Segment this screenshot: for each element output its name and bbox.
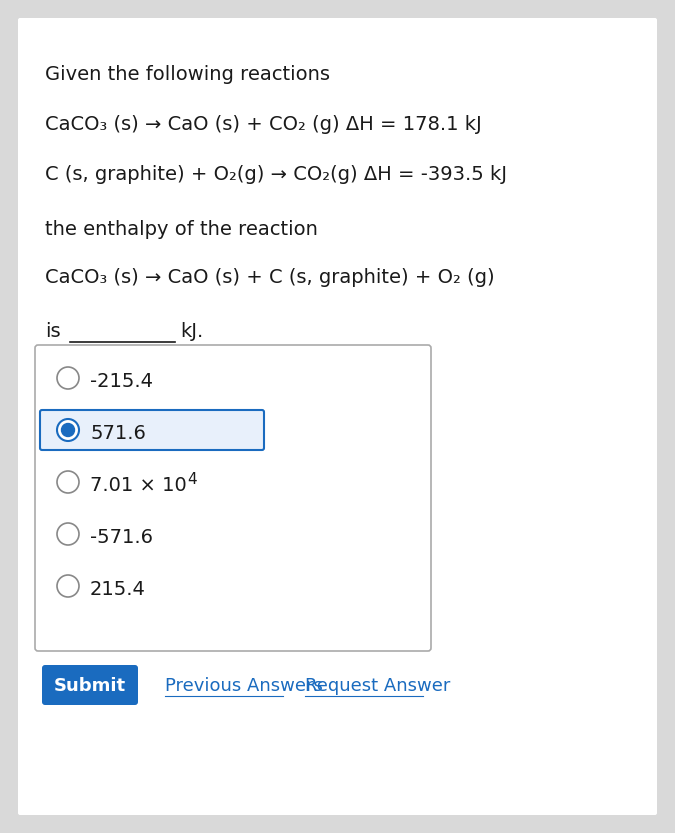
Text: -215.4: -215.4 xyxy=(90,372,153,391)
Text: C (s, graphite) + O₂(g) → CO₂(g) ΔH = -393.5 kJ: C (s, graphite) + O₂(g) → CO₂(g) ΔH = -3… xyxy=(45,165,507,184)
Text: Submit: Submit xyxy=(54,677,126,695)
Circle shape xyxy=(57,367,79,389)
Text: 4: 4 xyxy=(187,472,196,487)
Circle shape xyxy=(57,575,79,597)
Text: 571.6: 571.6 xyxy=(90,424,146,443)
Text: -571.6: -571.6 xyxy=(90,528,153,547)
Circle shape xyxy=(57,471,79,493)
Text: Given the following reactions: Given the following reactions xyxy=(45,65,330,84)
Circle shape xyxy=(57,419,79,441)
Text: CaCO₃ (s) → CaO (s) + C (s, graphite) + O₂ (g): CaCO₃ (s) → CaO (s) + C (s, graphite) + … xyxy=(45,268,495,287)
Circle shape xyxy=(57,523,79,545)
Text: Previous Answers: Previous Answers xyxy=(165,677,323,695)
Text: 7.01 × 10: 7.01 × 10 xyxy=(90,476,187,495)
Text: CaCO₃ (s) → CaO (s) + CO₂ (g) ΔH = 178.1 kJ: CaCO₃ (s) → CaO (s) + CO₂ (g) ΔH = 178.1… xyxy=(45,115,482,134)
Text: kJ.: kJ. xyxy=(180,322,203,341)
Text: 215.4: 215.4 xyxy=(90,580,146,599)
FancyBboxPatch shape xyxy=(40,410,264,450)
FancyBboxPatch shape xyxy=(35,345,431,651)
Text: Request Answer: Request Answer xyxy=(305,677,450,695)
Text: the enthalpy of the reaction: the enthalpy of the reaction xyxy=(45,220,318,239)
FancyBboxPatch shape xyxy=(18,18,657,815)
Circle shape xyxy=(61,423,74,436)
Text: is: is xyxy=(45,322,61,341)
FancyBboxPatch shape xyxy=(42,665,138,705)
